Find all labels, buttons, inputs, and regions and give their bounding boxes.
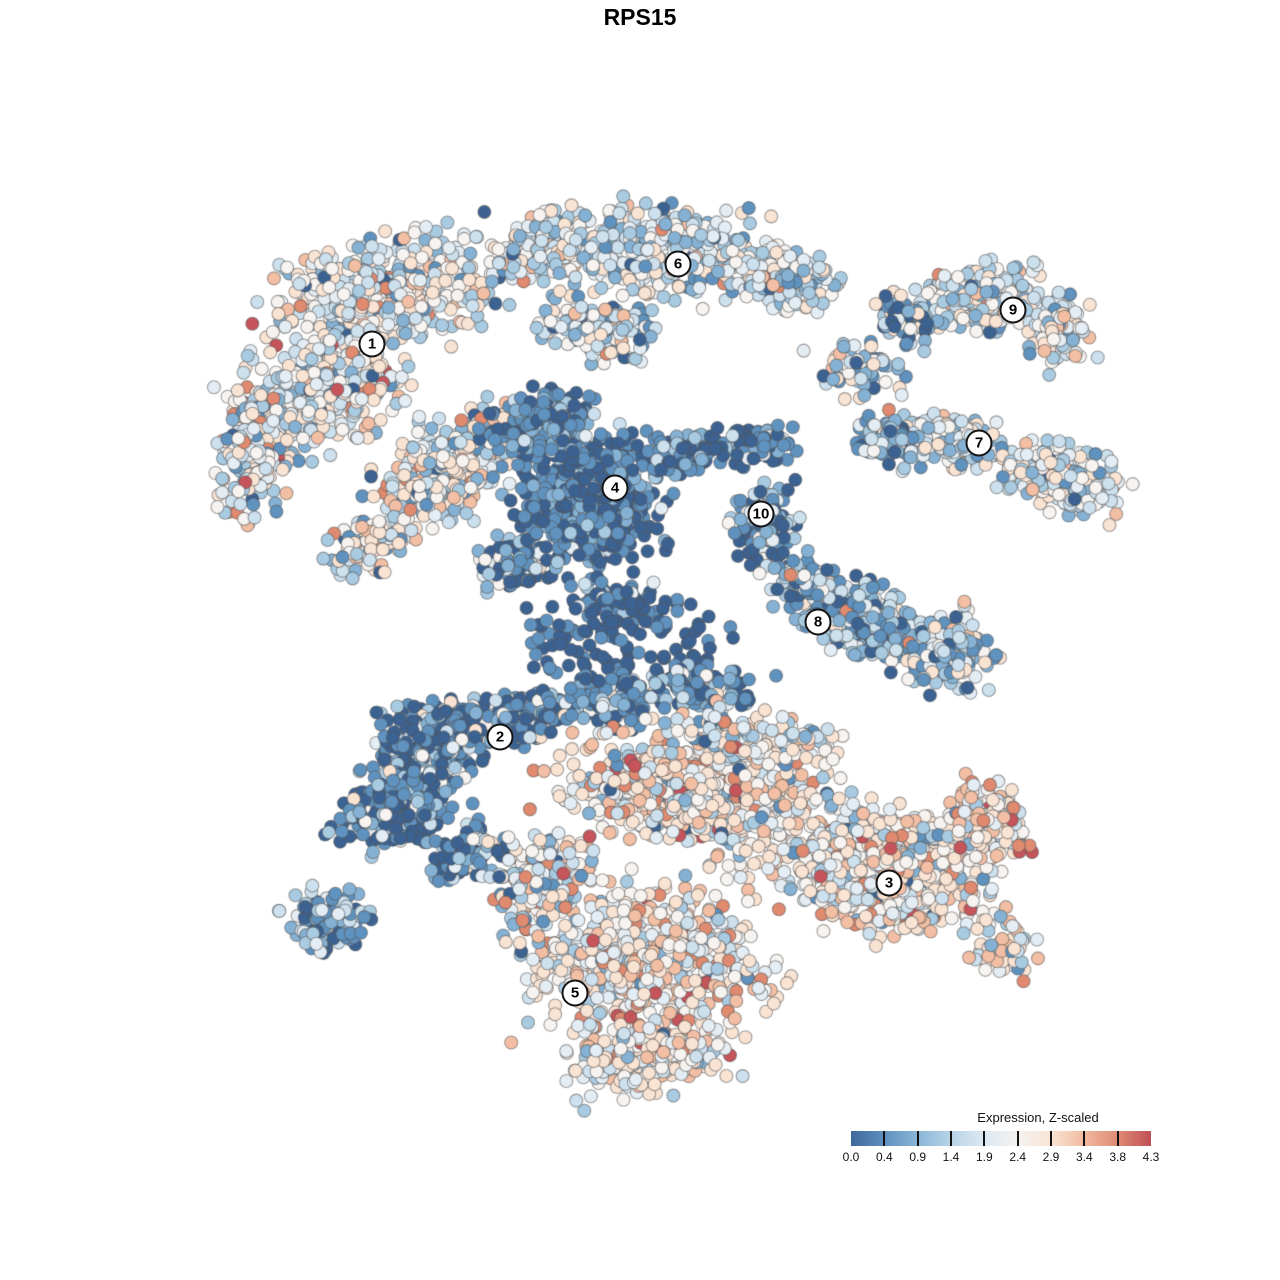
colorbar-gradient <box>851 1131 1151 1146</box>
colorbar-tick-line <box>1016 1131 1019 1146</box>
cluster-label-8: 8 <box>804 608 832 636</box>
colorbar-tick-line <box>950 1131 952 1146</box>
colorbar-tick-line <box>1116 1131 1119 1146</box>
legend-tick-label: 2.4 <box>1009 1150 1026 1164</box>
legend-tick-label: 1.4 <box>942 1150 960 1164</box>
cluster-label-1: 1 <box>358 330 386 358</box>
legend-tick-label: 2.9 <box>1042 1150 1060 1164</box>
colorbar-tick-line <box>883 1131 886 1146</box>
expression-colorbar-legend: Expression, Z-scaled 0.0 0.4 0.9 1.4 1.9 2.4 2… <box>843 1110 1160 1166</box>
legend-title: Expression, Z-scaled <box>977 1110 1099 1125</box>
colorbar-tick-labels: 0.0 0.4 0.9 1.4 1.9 2.4 2.9 3.4 3.8 4.3 <box>843 1150 1160 1166</box>
colorbar-tick-line <box>916 1131 919 1146</box>
legend-tick-label: 0.0 <box>842 1150 860 1164</box>
cluster-label-5: 5 <box>561 979 589 1007</box>
legend-tick-label: 1.9 <box>975 1150 993 1164</box>
colorbar-tick-line <box>1050 1131 1052 1146</box>
legend-tick-label: 3.8 <box>1109 1150 1126 1164</box>
cluster-label-6: 6 <box>664 250 692 278</box>
cluster-label-10: 10 <box>747 500 775 528</box>
colorbar-tick-line <box>983 1131 986 1146</box>
colorbar-tick-line <box>1083 1131 1086 1146</box>
legend-tick-label: 4.3 <box>1142 1150 1160 1164</box>
cluster-label-3: 3 <box>875 869 903 897</box>
legend-tick-label: 0.4 <box>875 1150 893 1164</box>
legend-tick-label: 3.4 <box>1075 1150 1093 1164</box>
legend-tick-label: 0.9 <box>909 1150 926 1164</box>
cluster-label-9: 9 <box>999 296 1027 324</box>
cluster-label-2: 2 <box>486 723 514 751</box>
cluster-label-4: 4 <box>601 474 629 502</box>
cluster-label-7: 7 <box>965 429 993 457</box>
